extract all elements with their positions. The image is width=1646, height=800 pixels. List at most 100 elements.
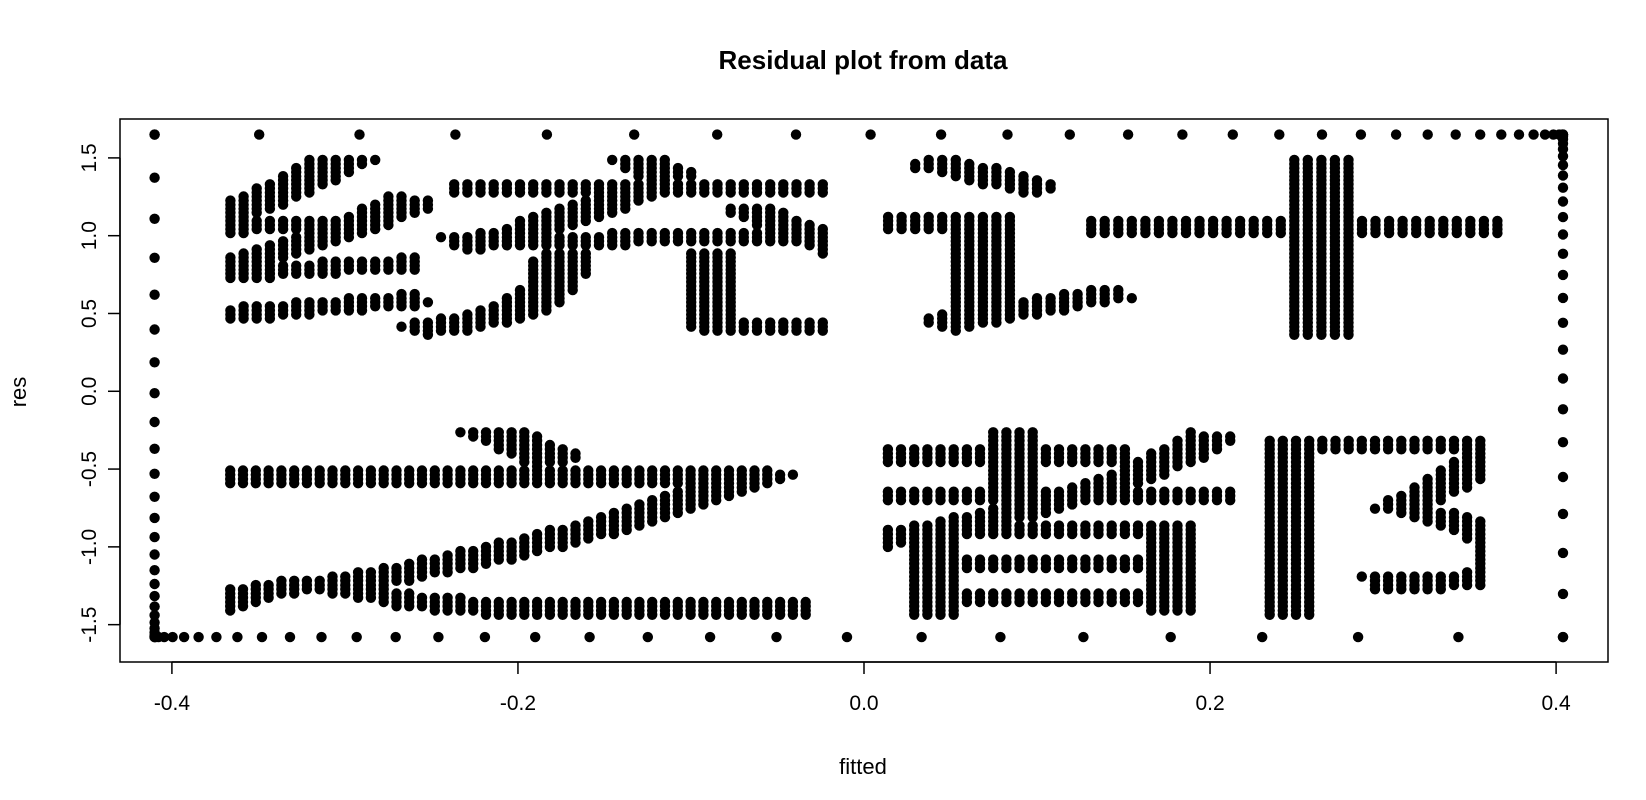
data-point: [738, 187, 749, 198]
data-point: [895, 456, 907, 468]
data-point: [557, 456, 568, 468]
data-point: [646, 191, 657, 202]
data-point: [804, 325, 815, 336]
data-point: [584, 631, 595, 643]
data-point: [1221, 227, 1232, 239]
data-point: [608, 478, 620, 489]
data-point: [1067, 456, 1078, 468]
data-point: [948, 495, 959, 506]
data-point: [923, 317, 934, 328]
data-point: [554, 223, 565, 235]
data-point: [149, 590, 160, 602]
data-point: [910, 162, 921, 174]
data-point: [330, 236, 341, 247]
data-point: [304, 309, 315, 320]
data-point: [291, 268, 302, 279]
x-tick-label: 0.4: [1541, 692, 1571, 715]
data-point: [1132, 562, 1144, 574]
data-point: [1475, 129, 1486, 140]
data-point: [1356, 227, 1368, 239]
x-tick-label: 0.0: [849, 692, 878, 715]
data-point: [725, 325, 736, 336]
data-point: [1411, 227, 1422, 239]
data-point: [1027, 596, 1038, 608]
data-point: [554, 240, 565, 251]
data-point: [1040, 456, 1052, 468]
data-point: [528, 309, 539, 320]
data-point: [557, 541, 568, 553]
data-point: [580, 240, 591, 251]
data-point: [352, 592, 364, 603]
data-point: [541, 187, 552, 198]
data-point: [416, 571, 428, 582]
data-point: [1382, 584, 1394, 595]
data-point: [882, 223, 894, 235]
data-point: [193, 631, 204, 643]
data-point: [276, 478, 287, 489]
x-axis: -0.4 -0.2 0.0 0.2 0.4: [154, 661, 1571, 715]
data-point: [736, 609, 747, 620]
data-point: [383, 301, 394, 312]
data-point: [711, 609, 722, 620]
data-point: [544, 609, 556, 620]
data-point: [1045, 183, 1056, 194]
data-point: [316, 631, 327, 643]
data-point: [1093, 596, 1104, 608]
data-point: [455, 605, 466, 616]
data-point: [1557, 292, 1569, 304]
data-point: [475, 244, 486, 255]
data-point: [225, 478, 236, 489]
data-point: [149, 443, 160, 454]
data-point: [1040, 562, 1052, 574]
data-point: [149, 129, 160, 140]
data-point: [149, 549, 160, 560]
data-point: [1435, 520, 1447, 531]
data-point: [787, 609, 799, 620]
data-point: [149, 610, 160, 621]
data-point: [672, 507, 683, 519]
data-point: [909, 609, 920, 620]
data-point: [554, 187, 565, 198]
data-point: [570, 452, 581, 463]
data-point: [608, 528, 620, 540]
data-point: [778, 236, 789, 247]
data-point: [429, 605, 440, 616]
data-point: [541, 240, 552, 251]
data-point: [1014, 596, 1025, 608]
data-point: [251, 207, 262, 218]
data-point: [356, 158, 368, 170]
data-point: [1027, 562, 1038, 574]
data-point: [567, 240, 578, 251]
chart-title: Residual plot from data: [719, 45, 1008, 75]
data-point: [1438, 227, 1449, 239]
data-point: [531, 545, 543, 557]
data-point: [751, 236, 763, 247]
data-point: [974, 528, 986, 540]
data-point: [595, 528, 607, 540]
data-point: [1080, 562, 1091, 574]
data-point: [1018, 187, 1029, 198]
data-point: [506, 609, 517, 620]
data-point: [1557, 437, 1569, 448]
data-point: [396, 211, 407, 223]
data-point: [988, 495, 999, 506]
data-point: [449, 325, 460, 336]
data-point: [567, 219, 578, 231]
data-point: [910, 223, 921, 235]
data-point: [567, 187, 578, 198]
data-point: [435, 325, 447, 336]
data-point: [493, 609, 504, 620]
data-point: [583, 609, 594, 620]
data-point: [1194, 227, 1205, 239]
data-point: [149, 565, 160, 576]
data-point: [301, 584, 313, 595]
data-point: [263, 592, 274, 603]
data-point: [593, 240, 605, 251]
data-point: [787, 469, 799, 480]
data-point: [1227, 129, 1239, 140]
data-point: [1277, 609, 1289, 620]
data-point: [961, 495, 973, 506]
data-point: [1369, 503, 1381, 514]
data-point: [1080, 495, 1091, 506]
data-point: [804, 240, 815, 251]
